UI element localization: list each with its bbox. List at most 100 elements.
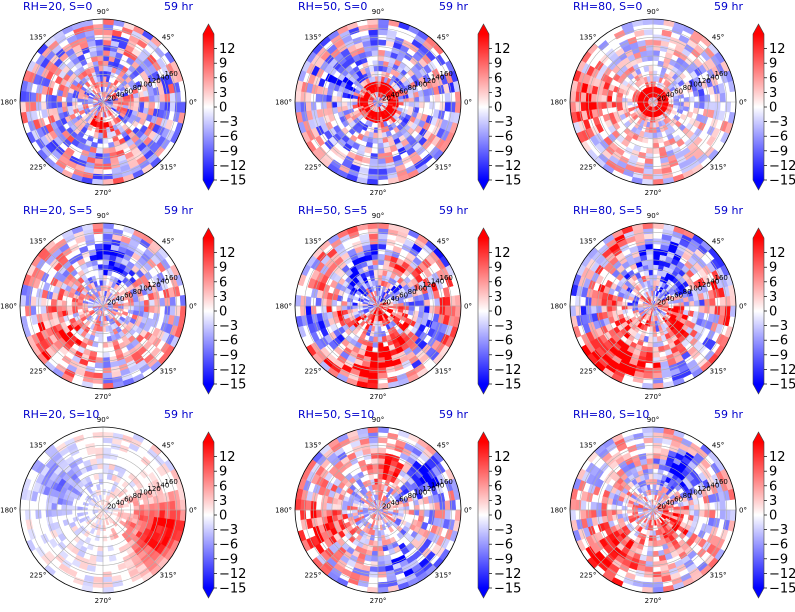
heatmap-cell	[709, 297, 716, 307]
heatmap-cell	[102, 248, 111, 255]
heatmap-cell	[377, 352, 386, 359]
heatmap-cell	[100, 305, 104, 312]
heatmap-cell	[377, 269, 383, 276]
heatmap-cell	[368, 233, 379, 240]
colorbar-tick-label: −6	[219, 334, 238, 349]
heatmap-cell	[367, 23, 379, 31]
heatmap-cell	[40, 305, 47, 315]
heatmap-cell	[652, 362, 662, 369]
heatmap-cell	[377, 357, 386, 364]
heatmap-cell	[24, 509, 32, 521]
heatmap-cell	[652, 168, 663, 175]
colorbar-bar	[478, 34, 489, 180]
heatmap-cell	[50, 502, 57, 511]
heatmap-cell	[648, 70, 654, 77]
polar-panel: 20 40 60 8010012014016090°45°0°315°270°225°…	[550, 204, 747, 401]
radius-tick-label: 40	[666, 295, 675, 303]
heatmap-cell	[133, 101, 140, 107]
radius-tick-label: 60	[399, 87, 408, 95]
heatmap-cell	[697, 311, 705, 320]
heatmap-cell	[369, 243, 379, 250]
angle-tick-label: 315°	[435, 368, 452, 376]
heatmap-cell	[719, 296, 726, 307]
heatmap-cell	[94, 243, 104, 250]
angle-tick-label: 90°	[372, 8, 384, 16]
heatmap-cell	[643, 233, 654, 240]
radius-tick-label: 80	[683, 84, 692, 92]
colorbar-tick-label: −15	[219, 174, 246, 189]
heatmap-cell	[102, 274, 108, 281]
colorbar-tick-label: 3	[219, 86, 227, 101]
heatmap-cell	[580, 92, 587, 103]
heatmap-cell	[159, 509, 166, 519]
heatmap-cell	[87, 101, 93, 105]
colorbar-extend-high	[478, 24, 489, 34]
polar-grid	[295, 223, 461, 389]
heatmap-cell	[645, 253, 654, 260]
heatmap-cell	[373, 331, 379, 338]
heatmap-cell	[102, 39, 112, 46]
angle-tick-label: 225°	[579, 164, 596, 172]
colorbar-extend-high	[753, 228, 764, 238]
panel-time-label: 59 hr	[714, 0, 743, 13]
heatmap-cell	[102, 437, 113, 444]
colorbar-tick-label: −6	[494, 334, 513, 349]
heatmap-cell	[341, 505, 348, 511]
heatmap-cell	[66, 97, 73, 103]
heatmap-cell	[154, 502, 161, 511]
heatmap-cell	[174, 101, 182, 113]
heatmap-cell	[24, 101, 32, 113]
radius-tick-label: 140	[431, 73, 444, 81]
heatmap-cell	[305, 101, 312, 112]
heatmap-cell	[429, 101, 436, 110]
colorbar-tick-label: 3	[494, 290, 502, 305]
heatmap-cell	[652, 279, 657, 286]
angle-tick-label: 270°	[370, 393, 387, 401]
heatmap-cell	[595, 94, 602, 103]
panel-title: RH=50, S=5	[298, 204, 367, 217]
heatmap-cell	[169, 305, 176, 316]
heatmap-cell	[643, 168, 654, 175]
heatmap-cell	[45, 94, 52, 103]
colorbar-tick-label: −15	[219, 378, 246, 393]
heatmap-cell	[92, 227, 104, 235]
colorbar-tick-label: 12	[219, 42, 236, 57]
heatmap-cell	[374, 326, 379, 333]
heatmap-cell	[305, 305, 312, 316]
heatmap-cell	[102, 173, 114, 181]
heatmap-cell	[364, 146, 373, 154]
heatmap-cell	[574, 295, 582, 307]
heatmap-cell	[644, 243, 654, 250]
colorbar-tick-label: 3	[494, 86, 502, 101]
panel-time-label: 59 hr	[164, 408, 193, 421]
heatmap-cell	[102, 431, 114, 439]
heatmap-cell	[169, 92, 176, 103]
colorbar-tick-label: 6	[769, 275, 777, 290]
heatmap-cell	[652, 19, 665, 26]
heatmap-cell	[626, 101, 633, 106]
heatmap-cell	[40, 101, 47, 111]
colorbar-tick-label: −12	[769, 363, 795, 378]
heatmap-cell	[595, 298, 602, 307]
heatmap-cell	[320, 305, 327, 314]
heatmap-cell	[377, 173, 389, 181]
heatmap-cell	[645, 44, 654, 51]
colorbar-tick-label: −9	[494, 144, 513, 159]
heatmap-cell	[30, 296, 37, 307]
colorbar-tick-label: 0	[219, 305, 227, 320]
heatmap-cell	[613, 29, 626, 40]
radius-tick-label: 40	[116, 295, 125, 303]
polar-panel: 20 40 60 8010012014016090°45°0°315°270°225°…	[0, 204, 197, 401]
angle-tick-label: 0°	[464, 99, 472, 107]
heatmap-cell	[652, 331, 658, 338]
heatmap-cell	[98, 269, 104, 276]
heatmap-cell	[20, 90, 27, 103]
heatmap-cell	[368, 168, 379, 175]
heatmap-cell	[368, 372, 379, 379]
colorbar-tick-label: 0	[769, 305, 777, 320]
heatmap-cell	[92, 23, 104, 31]
colorbar-tick-label: 12	[769, 42, 786, 57]
radius-tick-label: 140	[156, 73, 169, 81]
heatmap-cell	[600, 298, 607, 307]
